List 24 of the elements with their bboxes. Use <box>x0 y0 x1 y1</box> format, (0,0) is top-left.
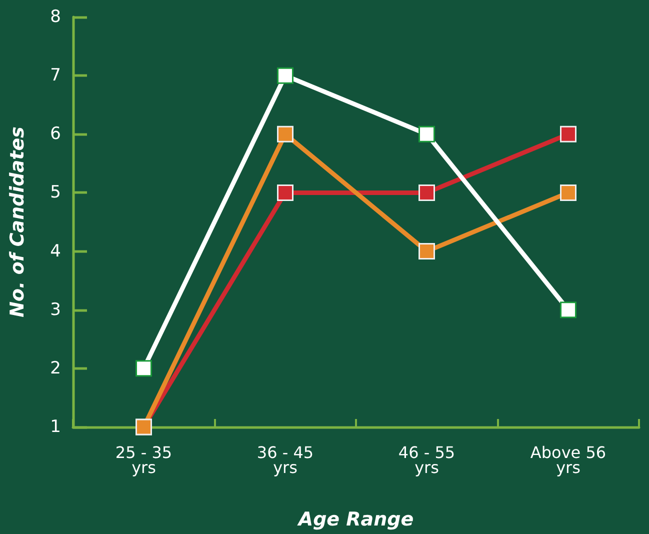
point <box>560 126 576 142</box>
y-tick-label: 6 <box>50 124 61 144</box>
x-tick-label: 36 - 45 yrs <box>256 443 314 477</box>
point <box>277 126 294 142</box>
y-tick-label: 4 <box>50 241 61 262</box>
y-tick-label: 3 <box>50 300 61 320</box>
point <box>136 360 152 377</box>
x-axis-title: Age Range <box>296 508 414 530</box>
y-tick-label: 7 <box>50 66 61 86</box>
point <box>277 184 294 201</box>
y-tick-label: 1 <box>50 417 61 437</box>
point <box>418 243 435 260</box>
point <box>418 184 435 201</box>
point <box>560 302 576 318</box>
point <box>418 126 435 142</box>
y-tick-label: 2 <box>50 358 61 378</box>
x-tick-label: 25 - 35 yrs <box>115 443 172 477</box>
y-axis-title: No. of Candidates <box>6 126 28 318</box>
y-tick-label: 8 <box>50 7 61 27</box>
y-tick-label: 5 <box>50 182 61 203</box>
x-tick-label: 46 - 55 yrs <box>398 443 456 477</box>
x-tick-label: Above 56 yrs <box>530 443 606 477</box>
point <box>560 184 576 201</box>
point <box>277 67 294 84</box>
